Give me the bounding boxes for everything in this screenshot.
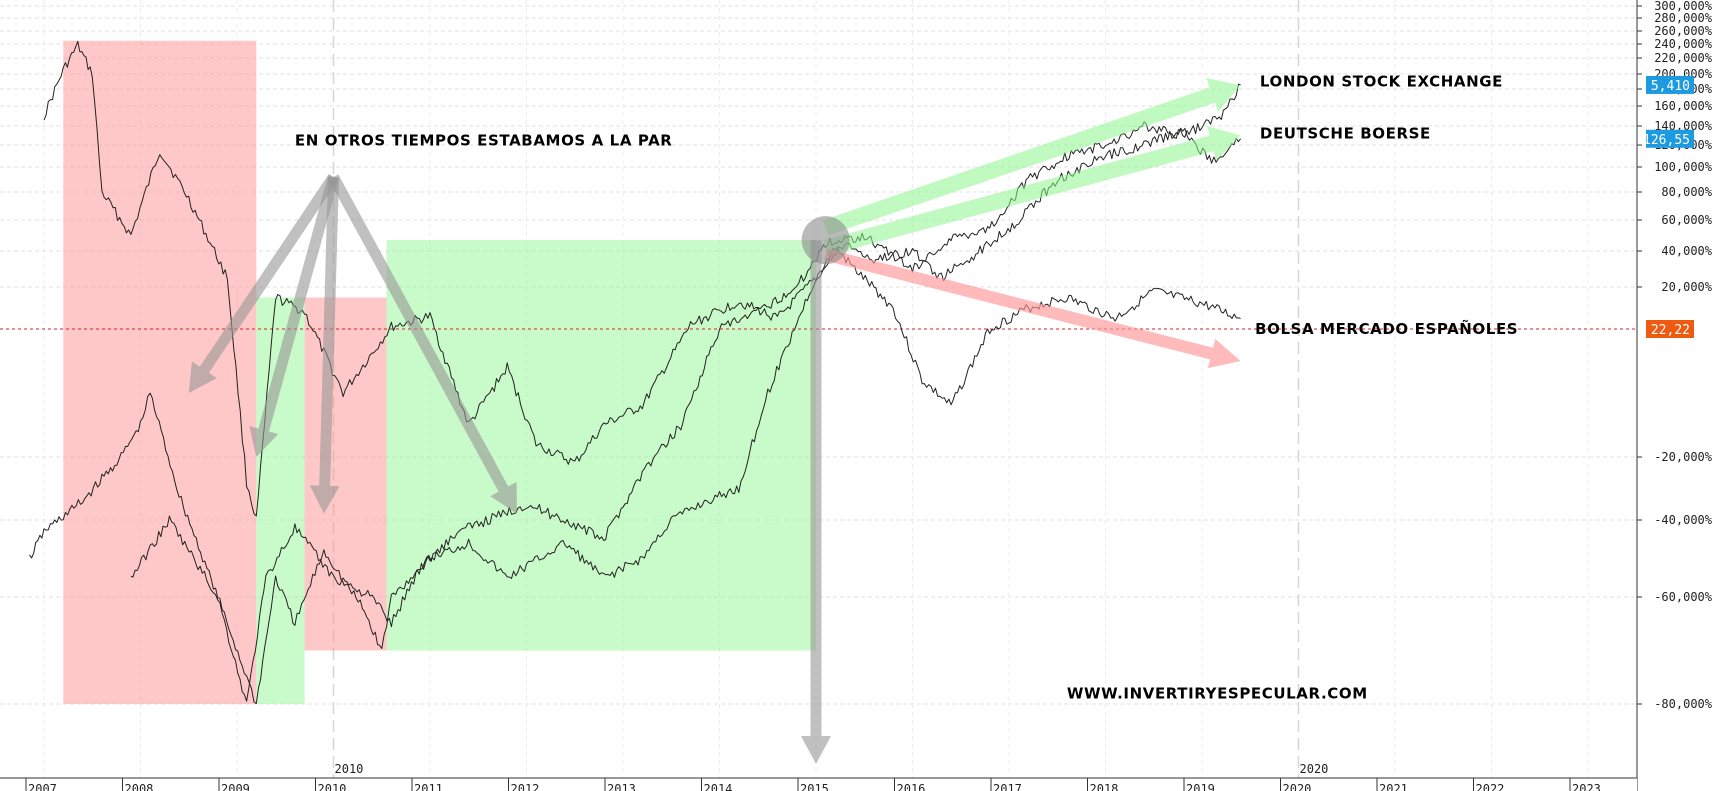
y-tick-label: -20,000%: [1654, 450, 1713, 464]
y-tick-label: -80,000%: [1654, 697, 1713, 711]
y-tick-label: 160,000%: [1654, 99, 1713, 113]
annotation-arrows: [188, 78, 1241, 764]
value-badge-label: 126,55: [1643, 133, 1690, 148]
gray-arrow-0: [188, 173, 339, 393]
value-badge-label: 5,410: [1651, 79, 1690, 94]
y-axis: 300,000%280,000%260,000%240,000%220,000%…: [1636, 0, 1730, 791]
x-axis: 2007 2008 2009 2010 2011 2012 2013 2014 2015 2016…: [0, 762, 1637, 791]
value-badge: [1646, 320, 1694, 338]
x-tick-label: 2020: [1283, 782, 1312, 791]
red-shaded-region: [63, 40, 257, 704]
x-tick-label: 2013: [607, 782, 636, 791]
y-tick-label: -60,000%: [1654, 590, 1713, 604]
x-tick-label: 2017: [993, 782, 1022, 791]
y-tick-label: 60,000%: [1661, 213, 1712, 227]
y-tick-label: 280,000%: [1654, 11, 1713, 25]
y-tick-label: 260,000%: [1654, 24, 1713, 38]
green-arrow-6: [823, 126, 1241, 256]
gray-arrow-4: [801, 240, 831, 764]
x-tick-label: 2018: [1090, 782, 1119, 791]
value-badges: 5,410 126,55 22,22: [1643, 75, 1694, 338]
x-tick-label: 2007: [28, 782, 57, 791]
y-tick-label: 80,000%: [1661, 185, 1712, 199]
annotations: EN OTROS TIEMPOS ESTABAMOS A LA PAR LONDO…: [295, 73, 1518, 703]
y-tick-label: 100,000%: [1654, 160, 1713, 174]
x-tick-label: 2008: [125, 782, 154, 791]
y-tick-label: 20,000%: [1661, 280, 1712, 294]
annotation-label: WWW.INVERTIRYESPECULAR.COM: [1067, 684, 1368, 702]
x-major-label: 2010: [335, 762, 364, 776]
annotation-label: BOLSA MERCADO ESPAÑOLES: [1255, 319, 1518, 338]
x-tick-label: 2010: [318, 782, 347, 791]
y-tick-label: 220,000%: [1654, 51, 1713, 65]
x-major-label: 2020: [1300, 762, 1329, 776]
convergence-circle: [801, 216, 850, 265]
y-tick-label: -40,000%: [1654, 513, 1713, 527]
red-arrow-7: [824, 248, 1241, 369]
series-line-0: [43, 40, 1241, 517]
value-badge: [1646, 75, 1694, 94]
gray-arrow-3: [328, 174, 517, 514]
annotation-label: DEUTSCHE BOERSE: [1260, 125, 1431, 143]
x-tick-label: 2012: [511, 782, 540, 791]
annotation-label: EN OTROS TIEMPOS ESTABAMOS A LA PAR: [295, 131, 673, 149]
x-axis-background: [0, 778, 1637, 791]
x-tick-label: 2015: [800, 782, 829, 791]
green-arrow-5: [823, 78, 1241, 236]
convergence-marker: [801, 216, 850, 265]
y-tick-label: 140,000%: [1654, 119, 1713, 133]
green-shaded-region: [386, 240, 816, 651]
value-badge: [1646, 129, 1694, 148]
annotation-label: LONDON STOCK EXCHANGE: [1260, 73, 1503, 91]
x-tick-label: 2022: [1476, 782, 1505, 791]
y-tick-label: 300,000%: [1654, 0, 1713, 13]
x-tick-label: 2023: [1572, 782, 1601, 791]
value-badge-label: 22,22: [1651, 323, 1690, 338]
x-tick-label: 2016: [897, 782, 926, 791]
x-tick-label: 2011: [414, 782, 443, 791]
series-line-1: [29, 127, 1241, 705]
x-tick-label: 2019: [1186, 782, 1215, 791]
x-tick-label: 2021: [1379, 782, 1408, 791]
y-tick-label: 240,000%: [1654, 37, 1713, 51]
series-line-2: [130, 83, 1241, 702]
red-shaded-region: [304, 297, 387, 651]
x-tick-label: 2009: [221, 782, 250, 791]
x-tick-label: 2014: [704, 782, 733, 791]
series-lines: [29, 40, 1241, 705]
gray-arrow-2: [309, 176, 340, 514]
gray-arrow-1: [249, 175, 339, 457]
y-tick-label: 40,000%: [1661, 244, 1712, 258]
